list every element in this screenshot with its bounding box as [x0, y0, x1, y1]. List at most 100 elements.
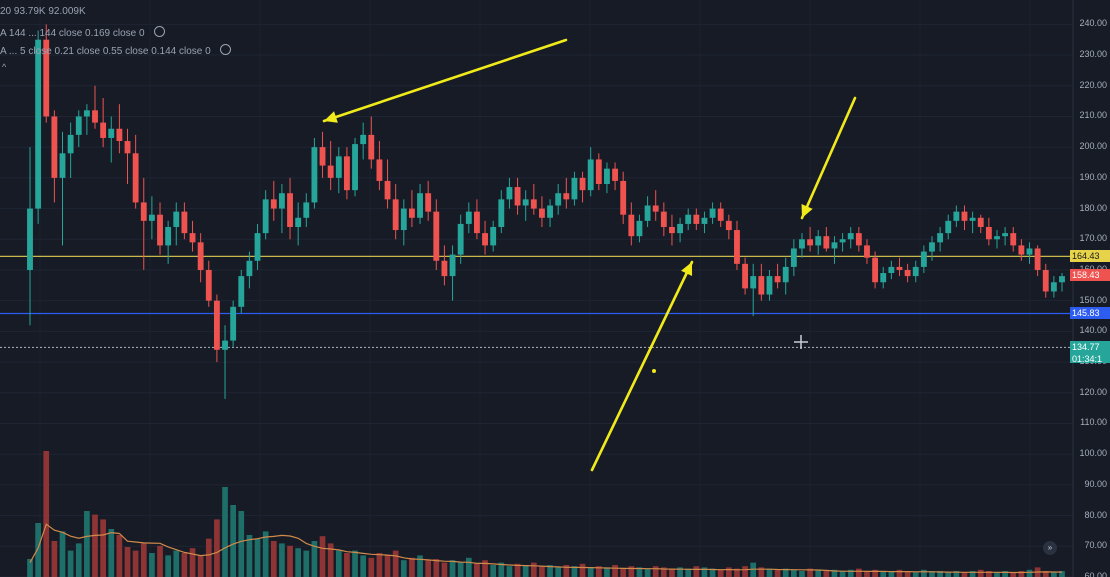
candle-body [457, 223, 464, 255]
volume-bar [921, 569, 927, 577]
candle-body [254, 233, 261, 261]
candle-body [303, 202, 310, 218]
candle-body [831, 242, 838, 249]
volume-bar [961, 572, 968, 577]
candle-body [222, 340, 228, 350]
candle-body [1002, 233, 1009, 237]
volume-bar [864, 571, 870, 577]
candle-body [352, 144, 358, 191]
candle-body [847, 233, 854, 240]
candle-body [27, 208, 33, 270]
volume-bar [270, 541, 277, 577]
candle-body [197, 242, 204, 270]
volume-bar [384, 555, 391, 577]
candle-body [1010, 233, 1017, 246]
volume-bar [506, 566, 513, 577]
candle-body [441, 260, 448, 277]
candle-body [1034, 248, 1041, 270]
candle-body [644, 205, 651, 221]
candle-body [376, 159, 383, 181]
candle-body [547, 205, 553, 218]
candle-body [213, 300, 220, 350]
volume-bar [815, 569, 822, 577]
last-price-tag: 158.43 [1070, 268, 1110, 281]
candle-body [83, 110, 90, 117]
volume-bar [929, 571, 935, 577]
volume-bar [482, 560, 488, 577]
candle-body [774, 276, 781, 283]
candle-body [701, 217, 708, 224]
volume-bar [222, 487, 228, 577]
volume-bar [100, 519, 106, 577]
volume-bar [352, 550, 358, 577]
y-tick-label: 110.00 [1080, 417, 1107, 428]
volume-bar [319, 536, 326, 577]
volume-bar [734, 568, 740, 577]
y-tick-label: 70.00 [1084, 540, 1107, 551]
volume-bar [43, 451, 50, 577]
volume-bar [75, 543, 82, 577]
volume-bar [677, 567, 683, 577]
candle-body [977, 217, 984, 227]
candle-body [51, 116, 58, 178]
candle-body [587, 159, 594, 191]
candle-body [839, 239, 846, 243]
candle-body [539, 208, 545, 218]
candle-body [693, 214, 700, 224]
volume-bar [539, 566, 545, 577]
volume-bar [953, 571, 960, 577]
candle-body [717, 208, 724, 221]
volume-bar [685, 568, 692, 577]
candle-body [1018, 245, 1025, 255]
volume-bar [986, 571, 992, 577]
volume-bar [547, 565, 553, 577]
eye-icon[interactable] [154, 26, 166, 37]
volume-bar [92, 514, 98, 577]
price-tag-134: 134.77 01:34:1 [1070, 341, 1110, 365]
candle-body [238, 276, 245, 307]
indicator-line-2: A 144 ... 144 close 0.169 close 0 [0, 26, 170, 39]
candle-body [474, 211, 480, 234]
eye-icon[interactable] [220, 44, 232, 55]
y-tick-label: 150.00 [1079, 294, 1107, 305]
volume-bar [344, 553, 350, 577]
candle-body [433, 211, 440, 261]
candle-body [59, 153, 66, 178]
volume-bar [132, 550, 139, 577]
volume-bar [994, 572, 1000, 577]
volume-bar [238, 511, 245, 577]
volume-bar [628, 566, 635, 577]
volume-bar [474, 563, 480, 577]
candle-body [612, 168, 618, 181]
candle-body [148, 214, 155, 221]
volume-bar [295, 548, 302, 577]
candle-body [465, 211, 472, 224]
candle-body [173, 211, 180, 227]
volume-bar [303, 550, 310, 577]
annotation-arrow-3 [590, 260, 694, 472]
price-tag-164-label: 164.43 [1072, 251, 1100, 262]
price-tag-134-label: 134.77 [1072, 342, 1100, 353]
candle-body [400, 208, 407, 231]
candle-body [75, 116, 82, 135]
countdown-label: 01:34:1 [1072, 354, 1103, 365]
collapse-legend-icon[interactable]: ^ [2, 62, 7, 72]
y-tick-label: 210.00 [1079, 110, 1107, 121]
candle-body [872, 257, 879, 283]
volume-bar [856, 568, 862, 577]
volume-bar [1042, 571, 1049, 577]
indicator-line-1: 20 93.79K 92.009K [0, 6, 91, 17]
volume-bar [35, 523, 41, 577]
volume-bar [1026, 569, 1033, 577]
y-tick-label: 90.00 [1084, 478, 1107, 489]
candle-body [230, 306, 237, 341]
volume-bar [904, 571, 911, 577]
scroll-to-latest-button[interactable]: » [1043, 541, 1057, 555]
volume-bar [490, 565, 497, 577]
volume-bar [831, 569, 838, 577]
annotation-arrow-2 [800, 96, 857, 220]
volume-bar [847, 569, 854, 577]
volume-bar [742, 566, 748, 577]
